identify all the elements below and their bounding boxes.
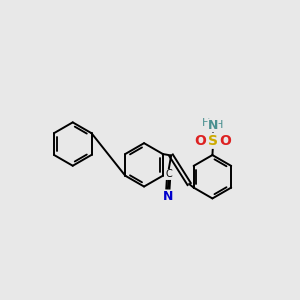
Text: N: N (163, 190, 173, 203)
Text: N: N (208, 119, 218, 132)
Text: O: O (195, 134, 206, 148)
Text: S: S (208, 134, 218, 148)
Text: H: H (202, 118, 211, 128)
Text: O: O (220, 134, 231, 148)
Text: C: C (165, 169, 172, 179)
Text: H: H (215, 120, 224, 130)
